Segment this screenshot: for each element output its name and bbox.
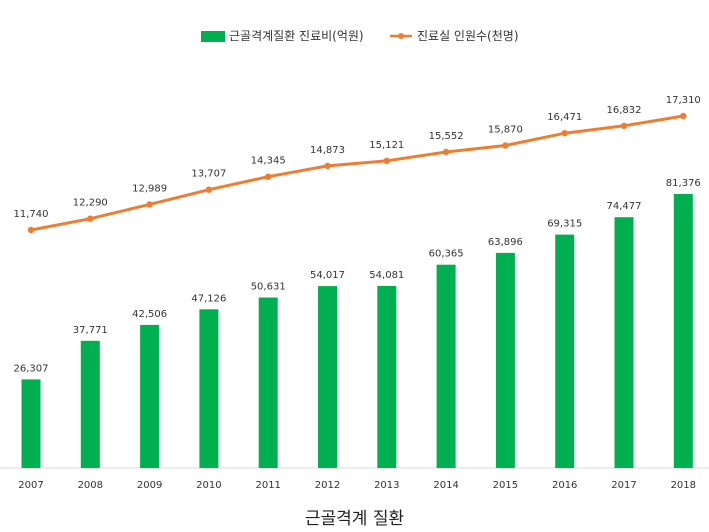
line-label-2010: 13,707 <box>191 169 226 180</box>
bar-label-2007: 26,307 <box>14 363 49 374</box>
x-tick-2008: 2008 <box>78 480 103 491</box>
line-point-2018 <box>680 112 687 120</box>
line-point-2016 <box>561 130 568 137</box>
bar-2011 <box>258 297 278 468</box>
x-tick-2014: 2014 <box>433 480 458 491</box>
line-point-2011 <box>265 173 272 180</box>
bar-2018 <box>673 194 693 468</box>
line-point-2012 <box>324 162 331 170</box>
chart-caption: 근골격계 질환 <box>304 509 405 529</box>
line-label-2012: 14,873 <box>310 145 345 156</box>
bar-label-2018: 81,376 <box>666 178 701 189</box>
line-label-2016: 16,471 <box>547 112 582 123</box>
legend-swatch-marker <box>398 33 404 39</box>
line-point-2007 <box>27 226 35 234</box>
line-label-2018: 17,310 <box>666 95 701 106</box>
line-label-2013: 15,121 <box>369 140 404 151</box>
line-label-2008: 12,290 <box>73 198 108 209</box>
line-label-2017: 16,832 <box>607 105 642 116</box>
bar-2009 <box>140 324 160 468</box>
line-label-2011: 14,345 <box>251 156 286 167</box>
legend-label-bar: 근골격계질환 진료비(억원) <box>229 29 364 43</box>
bar-label-2010: 47,126 <box>191 293 226 304</box>
bar-2015 <box>495 252 515 468</box>
line-point-2013 <box>383 157 390 164</box>
x-tick-2016: 2016 <box>552 480 577 491</box>
line-point-2014 <box>442 148 450 156</box>
x-tick-2009: 2009 <box>137 480 162 491</box>
line-label-2014: 15,552 <box>429 131 464 142</box>
line-point-2017 <box>620 122 628 129</box>
bar-label-2009: 42,506 <box>132 309 167 320</box>
bar-label-2012: 54,017 <box>310 270 345 281</box>
chart-canvas: 근골격계질환 진료비(억원) 진료실 인원수(천명) 26,307 37,771 4… <box>0 28 709 491</box>
x-tick-2018: 2018 <box>671 480 696 491</box>
bar-2010 <box>199 309 219 468</box>
x-tick-2013: 2013 <box>374 480 399 491</box>
legend: 근골격계질환 진료비(억원) 진료실 인원수(천명) <box>201 28 519 43</box>
bar-2012 <box>318 286 337 468</box>
bar-label-2016: 69,315 <box>547 219 582 230</box>
bar-label-2015: 63,896 <box>488 237 523 248</box>
x-tick-2017: 2017 <box>611 480 636 491</box>
legend-swatch-bar <box>201 31 225 42</box>
line-label-2015: 15,870 <box>488 125 523 136</box>
line-label-2009: 12,989 <box>132 183 167 194</box>
x-tick-2012: 2012 <box>315 480 340 491</box>
series-line <box>30 114 684 232</box>
x-tick-2015: 2015 <box>493 480 518 491</box>
bar-label-2013: 54,081 <box>369 270 404 281</box>
line-label-2007: 11,740 <box>14 209 49 220</box>
bar-2017 <box>614 217 634 468</box>
line-point-2008 <box>87 215 94 222</box>
bar-label-2011: 50,631 <box>251 282 286 293</box>
bar-2016 <box>555 234 575 468</box>
line-point-2009 <box>146 201 153 208</box>
bar-2007 <box>21 379 41 468</box>
x-tick-2007: 2007 <box>18 480 43 491</box>
bar-label-2017: 74,477 <box>607 201 642 212</box>
bar-2008 <box>80 340 100 468</box>
bar-2013 <box>377 285 397 468</box>
x-tick-2010: 2010 <box>196 480 221 491</box>
legend-label-line: 진료실 인원수(천명) <box>417 28 519 43</box>
bar-label-2008: 37,771 <box>73 325 108 336</box>
line-point-2010 <box>205 186 213 193</box>
bar-2014 <box>436 264 456 468</box>
x-tick-2011: 2011 <box>255 480 280 491</box>
line-point-2015 <box>502 142 509 149</box>
bar-label-2014: 60,365 <box>429 249 464 260</box>
